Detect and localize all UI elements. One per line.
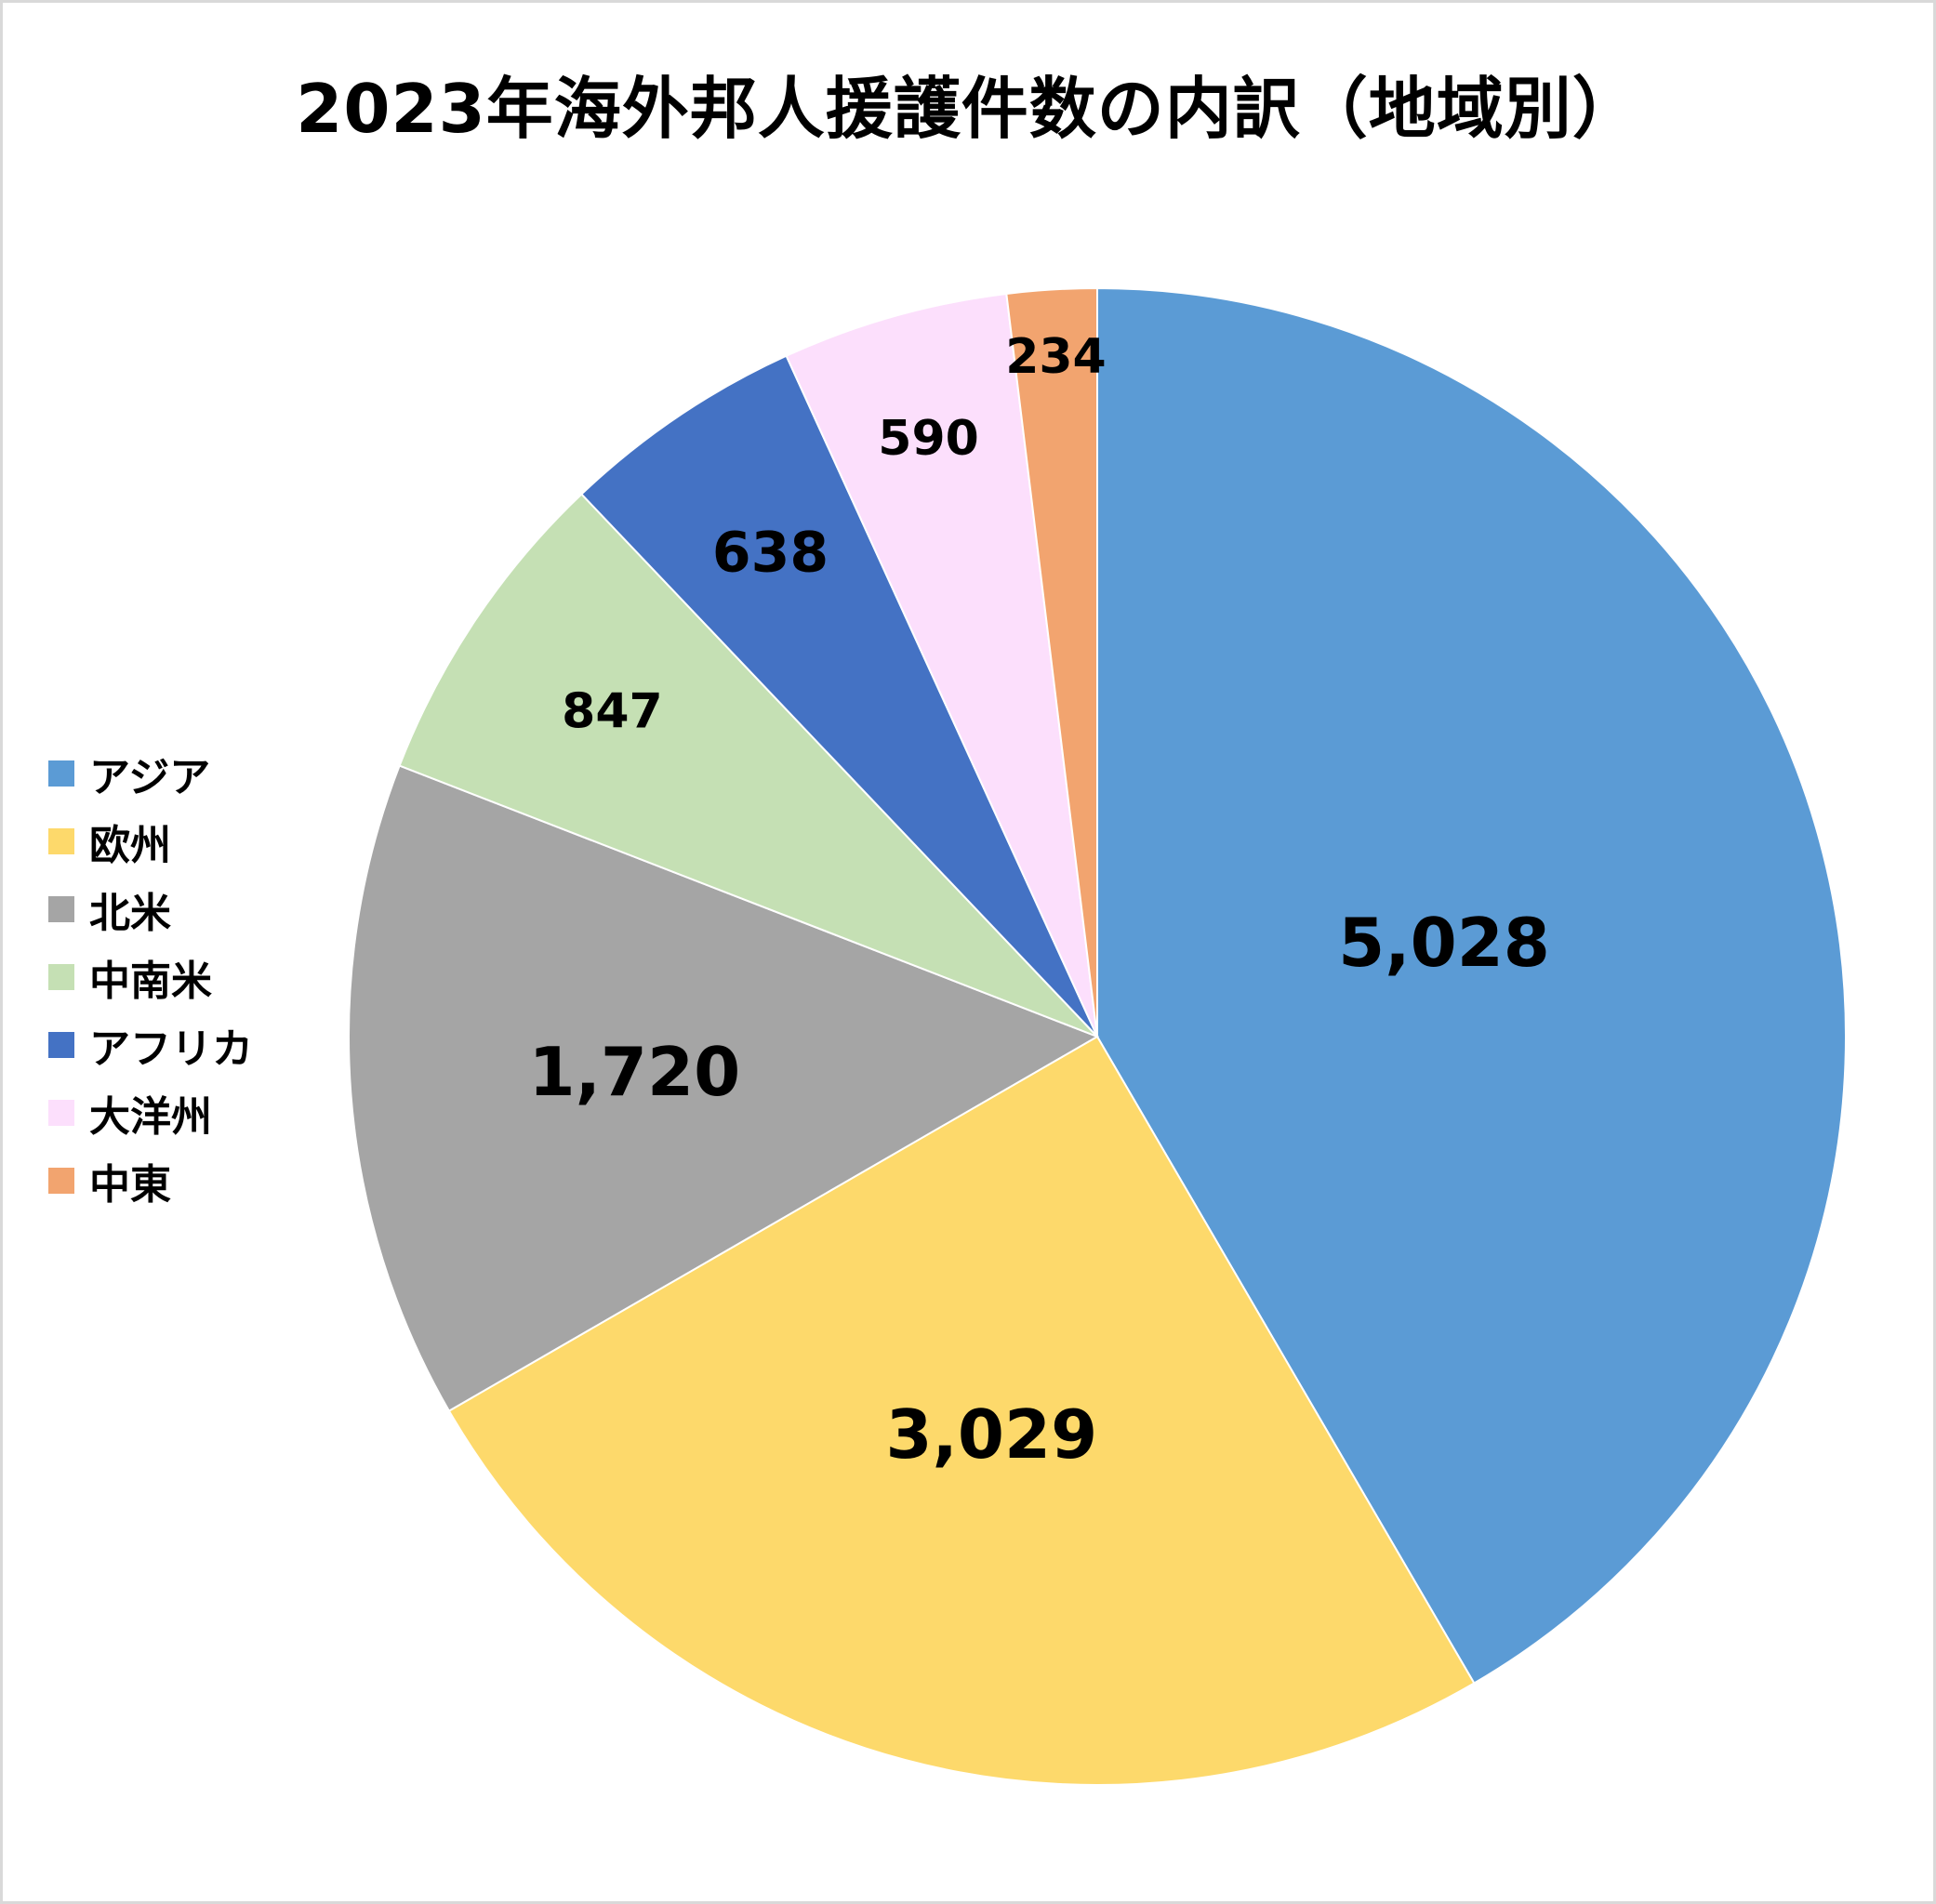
legend-label: アジア	[89, 753, 211, 801]
legend-item-latin-america: 中南米	[48, 943, 253, 1011]
data-label-oceania: 590	[878, 411, 979, 467]
legend-label: 欧州	[89, 821, 171, 869]
pie-slice-oceania	[785, 292, 1098, 1038]
legend-item-europe: 欧州	[48, 807, 253, 875]
legend-swatch	[48, 1099, 74, 1126]
legend-label: 中東	[89, 1160, 171, 1209]
pie-slice-asia	[1096, 286, 1847, 1685]
legend-swatch	[48, 827, 74, 854]
legend-swatch	[48, 760, 74, 787]
legend-swatch	[48, 1167, 74, 1194]
pie-slice-europe	[447, 1035, 1476, 1787]
legend-label: 中南米	[89, 957, 212, 1005]
legend-item-north-america: 北米	[48, 875, 253, 943]
legend-label: アフリカ	[89, 1025, 253, 1073]
data-label-latin-america: 847	[562, 683, 663, 739]
pie-data-labels: 5,028 3,029 1,720 847 638 590 234	[528, 329, 1549, 1474]
legend-item-africa: アフリカ	[48, 1011, 253, 1078]
data-label-middle-east: 234	[1005, 329, 1107, 385]
legend-label: 大洋州	[89, 1092, 212, 1141]
legend-swatch	[48, 963, 74, 990]
pie-slice-latin-america	[398, 493, 1098, 1038]
chart-title: 2023年海外邦人援護件数の内訳（地域別）	[296, 70, 1640, 148]
data-label-africa: 638	[712, 521, 829, 586]
pie-slice-north-america	[348, 764, 1100, 1412]
pie-slices	[348, 286, 1847, 1787]
legend-swatch	[48, 1031, 74, 1058]
legend-label: 北米	[89, 889, 171, 937]
legend-item-middle-east: 中東	[48, 1146, 253, 1214]
pie-slice-middle-east	[1005, 286, 1098, 1038]
legend: アジア 欧州 北米 中南米 アフリカ 大洋州 中東	[48, 739, 253, 1214]
pie-slice-africa	[579, 354, 1098, 1038]
legend-item-oceania: 大洋州	[48, 1078, 253, 1146]
data-label-europe: 3,029	[885, 1395, 1097, 1474]
legend-swatch	[48, 895, 74, 922]
legend-item-asia: アジア	[48, 739, 253, 807]
data-label-asia: 5,028	[1338, 904, 1550, 982]
data-label-north-america: 1,720	[528, 1033, 740, 1111]
